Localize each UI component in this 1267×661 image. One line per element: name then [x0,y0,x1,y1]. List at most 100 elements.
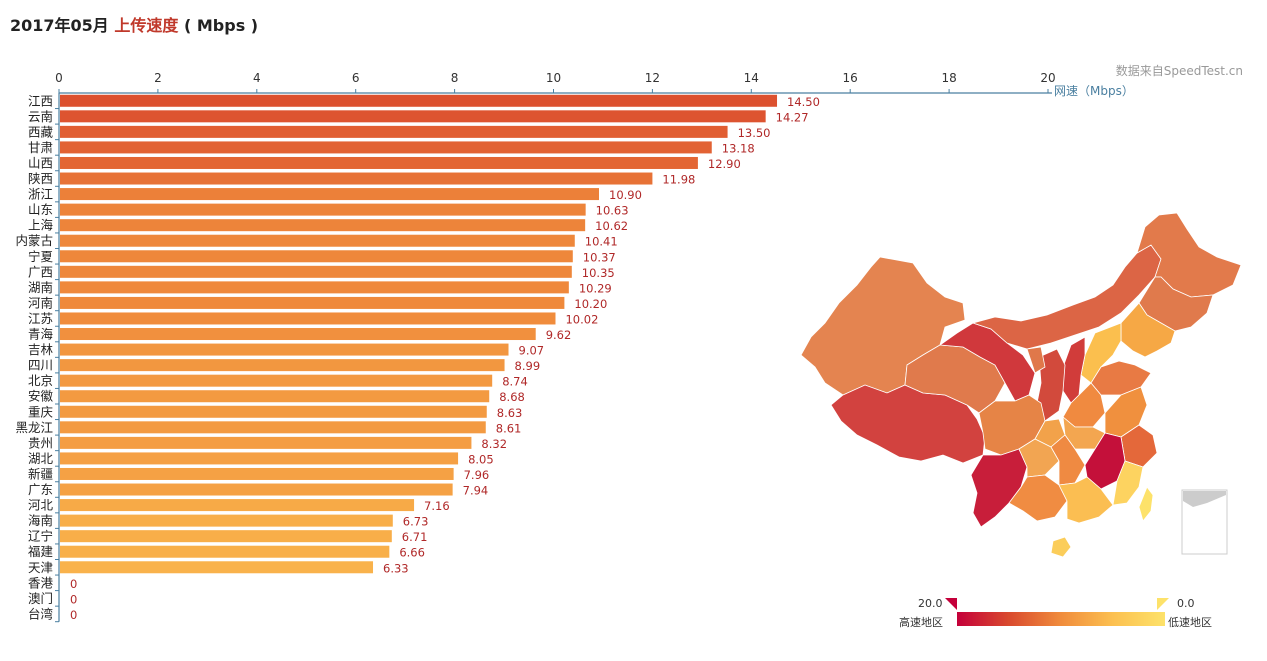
bar[interactable] [60,374,493,387]
category-label: 北京 [28,373,53,388]
map-region-guizhou[interactable] [1018,438,1060,478]
bar[interactable] [60,219,586,232]
x-tick-label: 16 [843,71,858,85]
value-label: 6.66 [399,546,425,560]
bar[interactable] [60,359,505,372]
value-label: 10.35 [582,266,615,280]
category-label: 上海 [28,218,54,233]
value-label: 14.50 [787,95,820,109]
category-label: 澳门 [28,591,53,606]
value-label: 10.90 [609,188,642,202]
category-label: 广西 [28,264,53,279]
x-tick-label: 18 [941,71,956,85]
category-label: 山西 [28,155,53,170]
x-tick-label: 8 [451,71,459,85]
bar[interactable] [60,561,374,574]
legend-min-handle[interactable] [1157,598,1169,610]
category-label: 辽宁 [28,529,53,544]
value-label: 8.63 [497,406,523,420]
legend-high-label: 高速地区 [899,616,943,629]
map-region-heilongjiang[interactable] [1136,212,1242,298]
x-axis-name: 网速（Mbps） [1054,84,1134,98]
map-region-guangdong[interactable] [1058,476,1114,524]
bar[interactable] [60,467,454,480]
map-region-fujian[interactable] [1112,460,1144,506]
title-unit: ( Mbps ) [183,16,259,35]
chart-title: 2017年05月 上传速度 ( Mbps ) [10,12,258,36]
x-tick-label: 0 [55,71,63,85]
category-label: 西藏 [28,124,54,139]
bar[interactable] [60,312,556,325]
value-label: 0 [70,608,77,622]
bar[interactable] [60,203,586,216]
value-label: 10.63 [596,204,629,218]
bar[interactable] [60,281,569,294]
value-label: 8.61 [496,421,522,435]
bar[interactable] [60,188,600,201]
value-label: 10.62 [595,219,628,233]
bar[interactable] [60,250,573,263]
category-label: 江苏 [28,311,53,326]
category-label: 宁夏 [28,249,54,264]
legend-max-handle[interactable] [945,598,957,610]
legend-low-label: 低速地区 [1168,616,1212,629]
bar[interactable] [60,110,766,123]
bar[interactable] [60,545,390,558]
bar[interactable] [60,172,653,185]
x-tick-label: 14 [744,71,759,85]
map-region-hainan[interactable] [1050,536,1072,558]
bar[interactable] [60,328,536,341]
category-label: 甘肃 [28,140,53,155]
category-label: 青海 [28,327,54,342]
map-region-guangxi[interactable] [1008,474,1068,522]
category-label: 内蒙古 [15,233,53,248]
category-label: 湖南 [28,280,53,295]
bar[interactable] [60,514,393,527]
bar[interactable] [60,530,392,543]
category-label: 吉林 [28,342,54,357]
bar[interactable] [60,452,459,465]
category-label: 山东 [28,202,53,217]
china-map[interactable] [795,205,1255,570]
value-label: 13.18 [722,141,755,155]
bar[interactable] [60,436,472,449]
bar[interactable] [60,141,712,154]
bar[interactable] [60,405,487,418]
value-label: 7.16 [424,499,450,513]
map-region-liaoning[interactable] [1120,302,1176,358]
category-label: 陕西 [28,171,53,186]
bar[interactable] [60,499,415,512]
category-label: 海南 [28,513,53,528]
map-region-yunnan[interactable] [970,448,1028,528]
legend-min-value: 0.0 [1177,597,1195,610]
value-label: 8.99 [515,359,541,373]
category-label: 香港 [28,575,54,590]
category-label: 浙江 [28,187,53,202]
bar[interactable] [60,234,575,247]
x-tick-label: 6 [352,71,360,85]
bar[interactable] [60,343,509,356]
bar[interactable] [60,156,698,169]
category-label: 黑龙江 [15,420,53,435]
bar[interactable] [60,94,778,107]
bar[interactable] [60,421,486,434]
map-region-taiwan[interactable] [1138,486,1154,522]
category-label: 河北 [28,498,54,513]
category-label: 云南 [28,109,53,124]
bar[interactable] [60,483,453,496]
category-label: 河南 [28,295,53,310]
value-label: 8.05 [468,452,494,466]
bar[interactable] [60,296,565,309]
value-label: 8.68 [499,390,525,404]
bar[interactable] [60,265,572,278]
value-label: 0 [70,577,77,591]
category-label: 重庆 [28,404,54,419]
bar[interactable] [60,125,728,138]
category-label: 天津 [28,560,53,575]
map-region-ningxia[interactable] [1026,346,1046,374]
bar[interactable] [60,390,490,403]
map-region-hunan[interactable] [1050,434,1086,486]
value-label: 0 [70,592,77,606]
